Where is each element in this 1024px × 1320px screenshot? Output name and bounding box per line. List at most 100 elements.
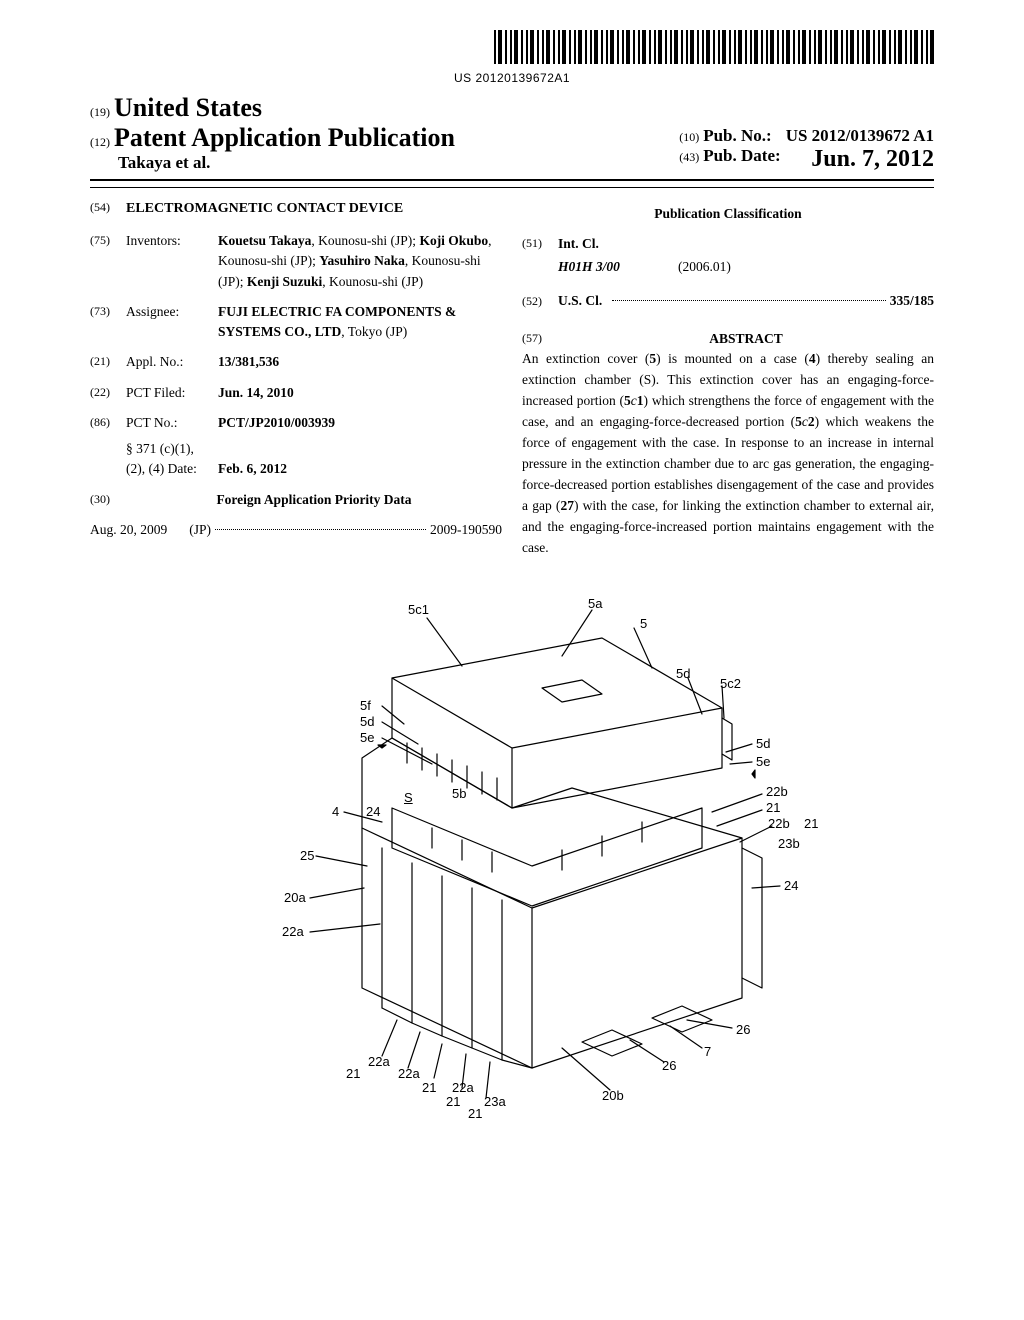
abstract-label: ABSTRACT [558, 329, 934, 349]
pub-class-header: Publication Classification [522, 204, 934, 224]
fig-label-23a: 23a [484, 1094, 506, 1109]
inventor-4: Kenji Suzuki [247, 274, 322, 289]
code-10: (10) [679, 130, 699, 144]
fig-label-26: 26 [662, 1058, 676, 1073]
fig-label-22b-2: 22b [768, 816, 790, 831]
fig-label-21-6: 21 [468, 1106, 482, 1121]
inventor-4-loc: , Kounosu-shi (JP) [322, 274, 423, 289]
inventor-2: Koji Okubo [419, 233, 488, 248]
biblio-columns: (54) ELECTROMAGNETIC CONTACT DEVICE (75)… [90, 198, 934, 558]
dotted-leader-2 [612, 300, 885, 301]
abstract-text: An extinction cover (5) is mounted on a … [522, 349, 934, 558]
fig-label-22a-2: 22a [368, 1054, 390, 1069]
header-divider [90, 187, 934, 188]
fig-label-5: 5 [640, 616, 647, 631]
code-86: (86) [90, 413, 126, 431]
code-57: (57) [522, 329, 558, 349]
assignee-loc: , Tokyo (JP) [341, 324, 407, 339]
fig-label-5c2: 5c2 [720, 676, 741, 691]
code-51: (51) [522, 234, 558, 252]
foreign-no: 2009-190590 [430, 520, 502, 540]
inventor-3: Yasuhiro Naka [319, 253, 405, 268]
country-name: United States [114, 93, 262, 122]
patent-title: ELECTROMAGNETIC CONTACT DEVICE [126, 198, 403, 219]
assignee-label: Assignee: [126, 302, 218, 322]
foreign-country: (JP) [189, 520, 211, 540]
fig-label-26-2: 26 [736, 1022, 750, 1037]
code-12: (12) [90, 135, 110, 149]
fig-label-25: 25 [300, 848, 314, 863]
appl-label: Appl. No.: [126, 352, 218, 372]
sect371-label1: § 371 (c)(1), [126, 441, 194, 456]
code-52: (52) [522, 292, 558, 310]
fig-label-5e: 5e [360, 730, 374, 745]
doc-type: Patent Application Publication [114, 123, 455, 152]
fig-label-5a: 5a [588, 596, 602, 611]
fig-label-5d: 5d [360, 714, 374, 729]
fig-label-5c1: 5c1 [408, 602, 429, 617]
fig-label-S: S [404, 790, 413, 805]
pub-no-label: Pub. No.: [703, 126, 771, 145]
code-30: (30) [90, 490, 126, 508]
inventor-1-loc: , Kounosu-shi (JP); [311, 233, 419, 248]
code-43: (43) [679, 150, 699, 164]
fig-label-21: 21 [766, 800, 780, 815]
fig-label-24-2: 24 [784, 878, 798, 893]
sect371-date: Feb. 6, 2012 [218, 459, 502, 479]
fig-label-23b: 23b [778, 836, 800, 851]
barcode-region: US 20120139672A1 [90, 30, 934, 85]
appl-no: 13/381,536 [218, 352, 502, 372]
fig-label-7: 7 [704, 1044, 711, 1059]
right-column: Publication Classification (51) Int. Cl.… [522, 198, 934, 558]
fig-label-22a-4: 22a [452, 1080, 474, 1095]
inventor-1: Kouetsu Takaya [218, 233, 311, 248]
figure-area: 5c1 5a 5 5f 5d 5e 5d 5c2 5d 5e 22b 21 5b… [90, 588, 934, 1108]
int-cl-label: Int. Cl. [558, 234, 599, 254]
barcode-text: US 20120139672A1 [90, 71, 934, 85]
code-73: (73) [90, 302, 126, 320]
pub-date-label: Pub. Date: [703, 146, 780, 165]
fig-label-5d-3: 5d [756, 736, 770, 751]
pct-filed-label: PCT Filed: [126, 383, 218, 403]
us-cl-label: U.S. Cl. [558, 291, 602, 311]
code-75: (75) [90, 231, 126, 249]
code-19: (19) [90, 105, 110, 119]
patent-header: (19) United States (12) Patent Applicati… [90, 93, 934, 181]
foreign-header: Foreign Application Priority Data [126, 490, 502, 510]
pub-date: Jun. 7, 2012 [811, 146, 934, 173]
dotted-leader [215, 529, 426, 530]
left-column: (54) ELECTROMAGNETIC CONTACT DEVICE (75)… [90, 198, 502, 558]
int-cl-year: (2006.01) [678, 257, 731, 277]
drawing-svg [232, 588, 792, 1108]
code-21: (21) [90, 352, 126, 370]
code-54: (54) [90, 198, 126, 216]
sect371-label2: (2), (4) Date: [126, 461, 197, 476]
pct-filed: Jun. 14, 2010 [218, 383, 502, 403]
pct-no: PCT/JP2010/003939 [218, 413, 502, 433]
code-22: (22) [90, 383, 126, 401]
int-cl-value: H01H 3/00 [558, 257, 678, 277]
barcode-graphic [494, 30, 934, 64]
fig-label-21-4: 21 [422, 1080, 436, 1095]
pct-no-label: PCT No.: [126, 413, 218, 433]
us-cl-value: 335/185 [890, 291, 934, 311]
pub-no: US 2012/0139672 A1 [776, 126, 934, 145]
assignee-name: FUJI ELECTRIC FA COMPONENTS & SYSTEMS CO… [218, 304, 456, 339]
fig-label-20a: 20a [284, 890, 306, 905]
fig-label-22b: 22b [766, 784, 788, 799]
patent-figure: 5c1 5a 5 5f 5d 5e 5d 5c2 5d 5e 22b 21 5b… [232, 588, 792, 1108]
fig-label-5b: 5b [452, 786, 466, 801]
fig-label-22a-3: 22a [398, 1066, 420, 1081]
foreign-date: Aug. 20, 2009 [90, 520, 167, 540]
authors-line: Takaya et al. [118, 153, 210, 172]
fig-label-20b: 20b [602, 1088, 624, 1103]
inventors-label: Inventors: [126, 231, 218, 251]
fig-label-22a: 22a [282, 924, 304, 939]
fig-label-21-3: 21 [346, 1066, 360, 1081]
fig-label-5e-2: 5e [756, 754, 770, 769]
fig-label-5f: 5f [360, 698, 371, 713]
fig-label-24: 24 [366, 804, 380, 819]
fig-label-5d-2: 5d [676, 666, 690, 681]
fig-label-4: 4 [332, 804, 339, 819]
fig-label-21-2: 21 [804, 816, 818, 831]
